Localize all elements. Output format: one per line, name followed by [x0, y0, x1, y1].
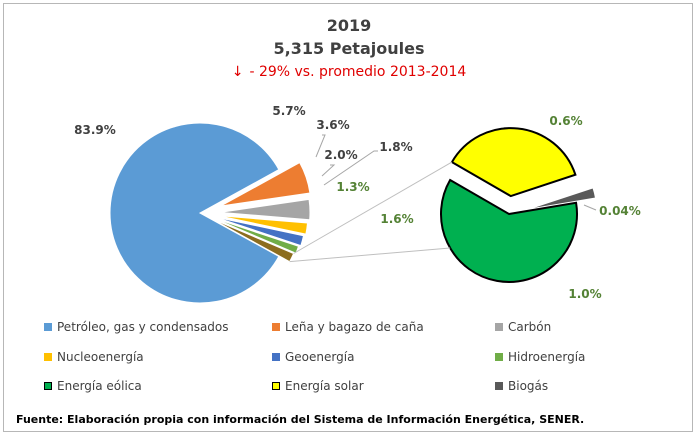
legend-item: Geoenergía	[272, 350, 354, 364]
pie-connector-line	[289, 247, 451, 263]
legend-swatch	[44, 382, 52, 390]
chart-change-annotation: ↓ - 29% vs. promedio 2013-2014	[0, 64, 698, 80]
leader-line	[321, 164, 336, 177]
legend-label: Hidroenergía	[508, 350, 586, 364]
data-label: 0.04%	[599, 204, 641, 218]
down-arrow-icon: ↓	[231, 64, 244, 80]
legend-swatch	[272, 382, 280, 390]
legend-swatch	[495, 382, 503, 390]
secondary-pie-slice	[450, 127, 577, 198]
main-pie-slice	[109, 122, 280, 304]
legend-item: Energía eólica	[44, 379, 142, 393]
legend-swatch	[495, 323, 503, 331]
leader-line	[583, 204, 597, 211]
main-pie-slice	[220, 161, 311, 207]
legend-item: Petróleo, gas y condensados	[44, 320, 229, 334]
leader-line	[315, 134, 326, 158]
legend-label: Nucleoenergía	[57, 350, 144, 364]
data-label: 1.6%	[380, 212, 413, 226]
source-note: Fuente: Elaboración propia con informaci…	[16, 413, 585, 426]
legend-swatch	[272, 353, 280, 361]
chart-frame	[3, 3, 693, 432]
data-label: 1.8%	[379, 140, 412, 154]
legend-swatch	[495, 353, 503, 361]
chart-title-year: 2019	[326, 16, 372, 35]
data-label: 2.0%	[324, 148, 357, 162]
legend-item: Hidroenergía	[495, 350, 585, 364]
legend-swatch	[272, 323, 280, 331]
leader-line	[323, 150, 378, 186]
legend-item: Energía solar	[272, 379, 364, 393]
legend-label: Leña y bagazo de caña	[285, 320, 424, 334]
chart-title-energy: 5,315 Petajoules	[273, 39, 425, 58]
legend-item: Biogás	[495, 379, 548, 393]
legend-item: Leña y bagazo de caña	[272, 320, 424, 334]
legend-label: Biogás	[508, 379, 549, 393]
data-label: 83.9%	[74, 123, 116, 137]
main-pie-slice	[212, 217, 300, 254]
legend-label: Energía solar	[285, 379, 364, 393]
data-label: 0.6%	[549, 114, 582, 128]
legend-label: Petróleo, gas y condensados	[57, 320, 229, 334]
main-pie-slice	[219, 198, 311, 221]
data-label: 3.6%	[316, 118, 349, 132]
legend-label: Energía eólica	[57, 379, 142, 393]
legend-item: Nucleoenergía	[44, 350, 144, 364]
legend-swatch	[44, 353, 52, 361]
data-label: 1.3%	[336, 180, 369, 194]
legend-label: Carbón	[508, 320, 552, 334]
main-pie-slice	[217, 215, 309, 235]
data-label: 1.0%	[568, 287, 601, 301]
data-label: 5.7%	[272, 104, 305, 118]
main-pie-slice	[215, 216, 305, 247]
legend-item: Carbón	[495, 320, 551, 334]
legend-swatch	[44, 323, 52, 331]
legend-label: Geoenergía	[285, 350, 355, 364]
change-text: - 29% vs. promedio 2013-2014	[249, 64, 467, 80]
pie-connector-line	[293, 161, 453, 254]
secondary-pie-slice	[440, 178, 578, 283]
secondary-pie-slice	[528, 187, 597, 210]
